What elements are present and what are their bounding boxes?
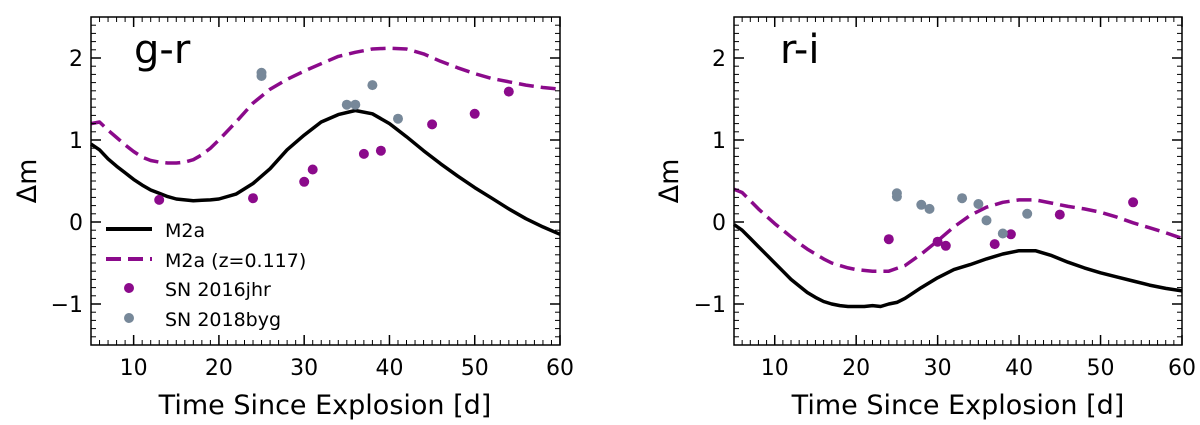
panel-g-r-m2a-series-line — [90, 108, 561, 236]
panel-g-r-sn-2016jhr-point — [299, 176, 310, 187]
panel-r-i-sn-2018byg-point — [981, 215, 992, 226]
panel-r-i-sn-2018byg-point — [1022, 208, 1033, 219]
panel-g-r-sn-2016jhr-point — [427, 119, 438, 130]
panel-g-r-x-tick-label: 20 — [205, 356, 233, 381]
panel-g-r-x-tick-label: 30 — [290, 356, 318, 381]
panel-r-i-sn-2016jhr-point — [932, 236, 943, 247]
legend-sn2016jhr-swatch — [124, 283, 134, 293]
panel-g-r-sn-2018byg-point — [256, 67, 267, 78]
panel-r-i-sn-2016jhr-point — [940, 240, 951, 251]
panel-r-i-sn-2018byg-point — [924, 203, 935, 214]
panel-g-r-x-tick-label: 60 — [546, 356, 574, 381]
panel-r-i-sn-2016jhr-point — [989, 239, 1000, 250]
panel-g-r-ticks: 10 20 30 40 50 60 −1 0 1 2 — [51, 16, 574, 381]
panel-g-r-x-axis-label: Time Since Explosion [d] — [158, 390, 492, 421]
panel-g-r-sn-2016jhr-point — [469, 108, 480, 119]
panel-g-r-sn-2016jhr-point — [375, 145, 386, 156]
panel-g-r-sn-2016jhr-point — [503, 86, 514, 97]
panel-g-r-x-tick-label: 40 — [375, 356, 403, 381]
panel-r-i-y-tick-label: 2 — [712, 47, 726, 72]
panel-g-r-sn-2016jhr-point — [307, 164, 318, 175]
panel-r-i-sn-2018byg-point — [891, 188, 902, 199]
panel-g-r-plot-area — [90, 46, 561, 236]
panel-g-r-sn-2018byg-point — [341, 99, 352, 110]
panel-g-r-y-tick-label: 1 — [69, 129, 83, 154]
panel-r-i-sn-2018byg-point — [957, 193, 968, 204]
legend-m2a-label: M2a — [165, 220, 205, 242]
panel-r-i-x-axis-label: Time Since Explosion [d] — [791, 390, 1125, 421]
panel-g-r-y-tick-label: −1 — [51, 293, 83, 318]
panel-r-i-x-tick-label: 10 — [761, 356, 789, 381]
panel-r-i: 10 20 30 40 50 60 −1 0 1 2 r-i Time Since Explosi… — [654, 16, 1196, 421]
panel-g-r-m2a-z-0-117-series-line — [90, 46, 561, 165]
panel-g-r-x-tick-label: 10 — [120, 356, 148, 381]
legend-sn2016jhr-label: SN 2016jhr — [165, 279, 271, 301]
panel-r-i-y-tick-label: 0 — [712, 211, 726, 236]
panel-g-r-sn-2016jhr-point — [358, 148, 369, 159]
panel-r-i-y-tick-label: −1 — [694, 293, 726, 318]
panel-g-r-sn-2018byg-point — [393, 113, 403, 124]
panel-r-i-title: r-i — [780, 27, 819, 73]
panel-r-i-m2a-z-0-117-series-line — [733, 187, 1183, 273]
panel-r-i-sn-2016jhr-point — [1054, 209, 1065, 220]
panel-r-i-x-tick-label: 60 — [1168, 356, 1196, 381]
legend-sn2018byg-swatch — [124, 313, 134, 323]
panel-r-i-x-tick-label: 20 — [842, 356, 870, 381]
panel-r-i-sn-2018byg-point — [997, 228, 1008, 239]
panel-r-i-x-tick-label: 30 — [924, 356, 952, 381]
panel-g-r-x-tick-label: 50 — [461, 356, 489, 381]
panel-r-i-sn-2016jhr-point — [883, 234, 894, 245]
panel-g-r: 10 20 30 40 50 60 −1 0 1 2 g-r Time Since Explosi… — [12, 16, 574, 421]
panel-g-r-sn-2016jhr-point — [248, 193, 258, 204]
panel-g-r-y-tick-label: 0 — [69, 211, 83, 236]
panel-r-i-sn-2016jhr-point — [1128, 197, 1139, 208]
panel-g-r-y-tick-label: 2 — [69, 47, 83, 72]
panel-r-i-x-tick-label: 40 — [1005, 356, 1033, 381]
panel-g-r-sn-2018byg-point — [350, 99, 361, 110]
panel-r-i-sn-2016jhr-point — [1005, 229, 1016, 240]
panel-r-i-plot-area — [732, 187, 1183, 309]
panel-r-i-y-axis-label: Δm — [654, 159, 685, 204]
panel-r-i-x-tick-label: 50 — [1087, 356, 1115, 381]
legend: M2a M2a (z=0.117) SN 2016jhr SN 2018byg — [106, 220, 306, 331]
panel-g-r-sn-2018byg-point — [367, 80, 378, 91]
panel-r-i-y-tick-label: 1 — [712, 129, 726, 154]
legend-sn2018byg-label: SN 2018byg — [165, 309, 281, 331]
legend-m2a-z-label: M2a (z=0.117) — [165, 250, 306, 272]
panel-r-i-sn-2018byg-point — [916, 199, 927, 210]
panel-r-i-ticks: 10 20 30 40 50 60 −1 0 1 2 — [694, 16, 1196, 381]
panel-g-r-y-axis-label: Δm — [12, 159, 43, 204]
panel-r-i-m2a-series-line — [732, 223, 1183, 309]
panel-r-i-sn-2018byg-point — [973, 199, 984, 209]
panel-g-r-sn-2016jhr-point — [154, 194, 165, 205]
panel-g-r-title: g-r — [134, 27, 191, 73]
